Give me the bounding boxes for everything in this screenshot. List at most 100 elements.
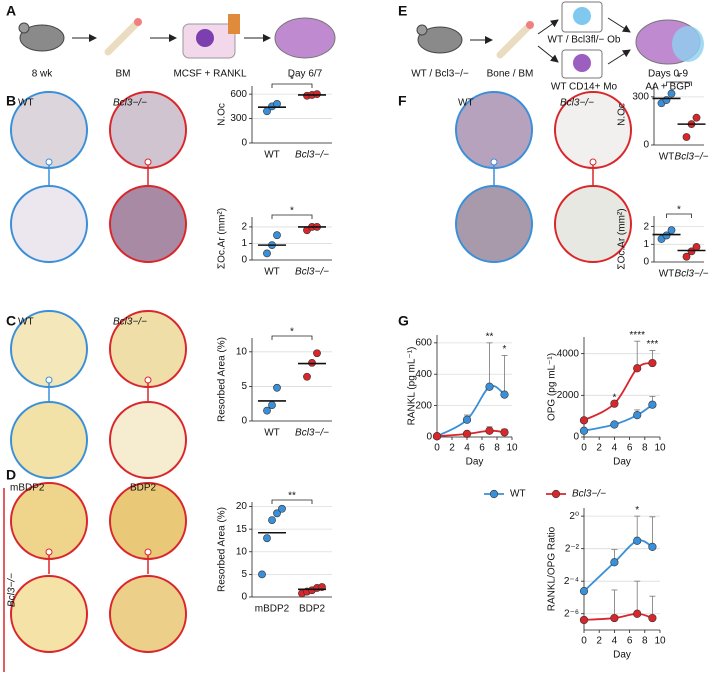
label: WT / Bcl3−/− (411, 69, 469, 80)
zoom-spot (45, 158, 53, 166)
y-axis-label: ΣOc.Ar (mm²) (217, 208, 228, 269)
y-tick-label: 600 (230, 89, 247, 100)
y-tick-label: 20 (236, 501, 248, 512)
x-tick-label: 2 (596, 443, 602, 454)
x-tick-label: 4 (464, 443, 470, 454)
panel-letter: A (6, 3, 16, 19)
series-line (583, 403, 653, 432)
label: Day 6/7 (288, 69, 323, 80)
schematic-e: WT / Bcl3−/− Bone / BM WT / Bcl3fl/− Ob … (411, 1, 704, 93)
ob-icon (672, 26, 704, 62)
data-point (633, 609, 642, 618)
x-tick-label: BDP2 (299, 604, 326, 615)
y-tick-label: 2⁻⁶ (564, 608, 579, 619)
label: Bone / BM (487, 69, 534, 80)
x-tick-label: mBDP2 (255, 604, 290, 615)
data-point (263, 249, 271, 258)
significance-bracket (666, 213, 692, 218)
data-point (610, 558, 619, 567)
arrow (537, 45, 559, 63)
panel-letter: B (6, 93, 16, 109)
y-tick-label: 0 (643, 140, 649, 151)
significance-bracket (271, 499, 313, 504)
micrograph-zoom (10, 185, 88, 263)
x-tick-label: 8 (642, 443, 648, 454)
data-point (303, 372, 311, 381)
data-point (648, 358, 657, 368)
x-tick-label: 0 (434, 443, 440, 454)
series-line (583, 362, 653, 422)
data-point (648, 400, 657, 409)
legend-marker (551, 489, 561, 499)
micrograph (10, 482, 88, 560)
significance-bracket (666, 81, 692, 86)
x-tick-label: 2 (596, 636, 602, 647)
zoom-spot (589, 158, 597, 166)
data-point (263, 534, 271, 543)
zoom-spot (45, 376, 53, 384)
label: MCSF + RANKL (173, 69, 247, 80)
y-tick-label: 0 (241, 592, 247, 603)
annotation: **** (629, 330, 645, 341)
osteoclast-icon (274, 17, 336, 59)
y-tick-label: 0 (241, 255, 247, 266)
x-tick-label: WT (264, 150, 280, 161)
data-point (648, 542, 657, 551)
x-axis-label: Day (613, 457, 631, 468)
zoom-spot (144, 548, 152, 556)
x-tick-label: 10 (654, 636, 666, 647)
x-tick-label: 8 (494, 443, 500, 454)
mouse-ear (416, 24, 428, 36)
y-tick-label: 10 (236, 546, 248, 557)
data-point (278, 504, 286, 513)
micrographs-c: WT Bcl3−/− (10, 310, 187, 479)
y-tick-label: 0 (241, 138, 247, 149)
data-point (662, 96, 671, 104)
annotation: * (612, 392, 616, 403)
cell-icon (196, 29, 214, 47)
annotation: * (635, 505, 639, 516)
series-line (436, 429, 505, 438)
x-tick-label: Bcl3−/− (295, 150, 329, 161)
legend-label: WT (510, 489, 526, 500)
micrograph-zoom (455, 185, 533, 263)
data-point (579, 416, 589, 425)
mouse-ear (18, 22, 30, 34)
data-point (273, 509, 281, 518)
y-tick-label: 0 (573, 432, 579, 443)
micrograph-zoom (109, 575, 187, 653)
x-tick-label: Bcl3−/− (675, 269, 709, 280)
y-tick-label: 2⁻² (565, 543, 580, 554)
data-point (633, 411, 642, 420)
legend-marker (489, 489, 499, 499)
data-point (462, 429, 472, 438)
data-point (687, 247, 696, 256)
image-label: Bcl3−/− (7, 573, 18, 607)
x-tick-label: 4 (612, 636, 618, 647)
panel-letter: D (6, 467, 16, 483)
image-label: Bcl3−/− (113, 98, 147, 109)
image-label: WT (18, 317, 34, 328)
arrow (537, 19, 559, 35)
y-tick-label: 2 (643, 221, 649, 232)
x-tick-label: Bcl3−/− (295, 267, 329, 278)
label: 8 wk (32, 69, 54, 80)
y-axis-label: RANKL (pg mL⁻¹) (407, 347, 418, 426)
zoom-spot (45, 548, 53, 556)
x-tick-label: 0 (581, 443, 587, 454)
annotation: ** (486, 331, 494, 342)
data-point (268, 516, 276, 524)
x-tick-label: 6 (627, 443, 633, 454)
x-tick-label: WT (659, 152, 675, 163)
y-tick-label: 200 (415, 400, 432, 411)
significance-label: ** (288, 491, 296, 502)
y-axis-label: ΣOc.Ar (mm²) (617, 208, 628, 269)
y-tick-label: 300 (230, 113, 247, 124)
x-tick-label: 0 (581, 636, 587, 647)
legend-label: Bcl3−/− (572, 489, 606, 500)
micrographs-d: mBDP2 BDP2 Bcl3−/− (3, 482, 187, 672)
panel-letter: G (398, 313, 409, 329)
data-point (610, 613, 619, 623)
data-point (500, 428, 509, 437)
y-tick-label: 0 (643, 257, 649, 268)
